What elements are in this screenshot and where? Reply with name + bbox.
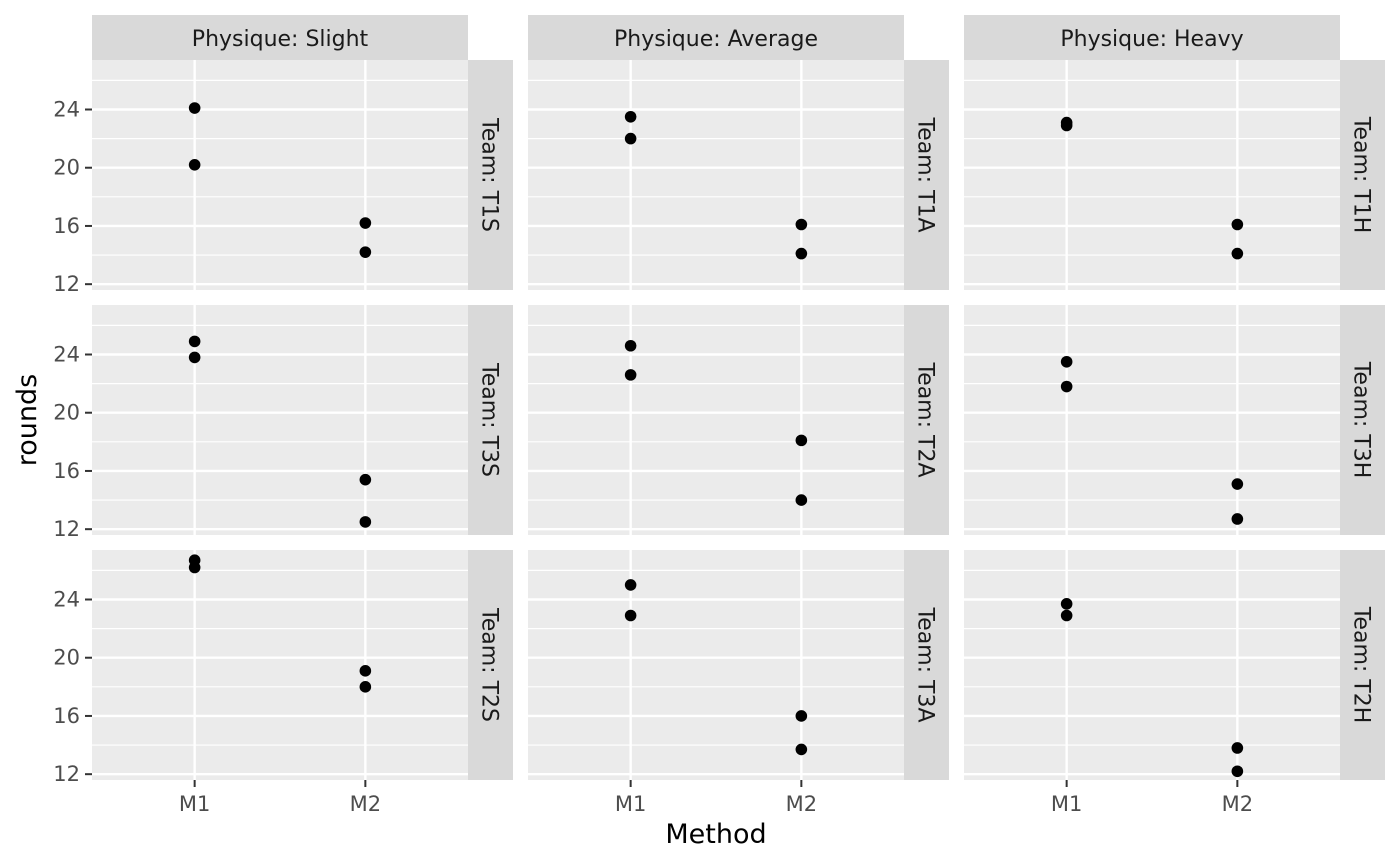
row-strip-label: Team: T2A [913, 361, 938, 477]
row-strip [468, 550, 513, 780]
data-point [1060, 609, 1073, 622]
row-strip-label: Team: T2S [477, 607, 502, 722]
data-point [359, 665, 372, 677]
data-point [1231, 218, 1244, 231]
data-point [1060, 380, 1073, 393]
data-point [624, 339, 637, 352]
y-tick-label: 16 [53, 459, 80, 483]
y-tick-label: 24 [53, 97, 80, 121]
y-axis-title: rounds [12, 374, 43, 466]
data-point [624, 609, 637, 622]
facet-grid: Physique: Slight Physique: Average Physiqu… [53, 15, 1385, 816]
data-point [795, 218, 808, 231]
y-tick-label: 16 [53, 704, 80, 728]
data-point [795, 247, 808, 260]
panel-background [964, 550, 1340, 780]
row-strip [1340, 60, 1385, 290]
data-point [1231, 765, 1244, 778]
row-strip [904, 550, 949, 780]
data-point [1060, 355, 1073, 368]
column-strip [92, 15, 468, 60]
panel-background [92, 60, 468, 290]
data-point [1231, 247, 1244, 260]
y-tick-label: 12 [53, 762, 80, 786]
data-point [1231, 742, 1244, 754]
x-tick-label: M1 [179, 792, 210, 816]
data-point [188, 102, 201, 114]
panel-background [964, 60, 1340, 290]
y-tick-label: 24 [53, 587, 80, 611]
data-point [359, 516, 372, 528]
row-strip [468, 305, 513, 535]
data-point [795, 743, 808, 756]
panel-background [528, 550, 904, 780]
data-point [1060, 598, 1073, 610]
data-point [624, 132, 637, 145]
row-strip [1340, 305, 1385, 535]
column-strip-label: Physique: Average [614, 27, 818, 52]
row-strip-label: Team: T3A [913, 606, 938, 722]
x-tick-label: M2 [786, 792, 817, 816]
data-point [624, 110, 637, 123]
data-point [795, 710, 808, 722]
row-strip [1340, 550, 1385, 780]
y-tick-label: 24 [53, 342, 80, 366]
data-point [359, 217, 372, 229]
row-strip-label: Team: T3S [477, 362, 502, 477]
data-point [624, 579, 637, 591]
row-strip-label: Team: T2H [1349, 606, 1374, 724]
column-strip-label: Physique: Heavy [1060, 27, 1243, 52]
data-point [359, 681, 372, 693]
column-strip [528, 15, 904, 60]
row-strip-label: Team: T3H [1349, 361, 1374, 479]
panel-background [964, 305, 1340, 535]
y-tick-label: 20 [53, 646, 80, 670]
panel-background [92, 550, 468, 780]
x-tick-label: M2 [1222, 792, 1253, 816]
data-point [188, 351, 201, 364]
data-point [795, 494, 808, 506]
data-point [359, 246, 372, 258]
data-point [1231, 478, 1244, 490]
y-tick-label: 20 [53, 156, 80, 180]
data-point [1060, 119, 1073, 132]
data-point [795, 434, 808, 447]
row-strip-label: Team: T1H [1349, 116, 1374, 234]
data-point [188, 561, 201, 574]
row-strip [904, 60, 949, 290]
y-tick-label: 12 [53, 517, 80, 541]
panel-background [92, 305, 468, 535]
panel-background [528, 60, 904, 290]
row-strip-label: Team: T1A [913, 116, 938, 232]
column-strip [964, 15, 1340, 60]
data-point [188, 335, 201, 348]
row-strip-label: Team: T1S [477, 117, 502, 232]
data-point [359, 473, 372, 486]
y-tick-label: 20 [53, 401, 80, 425]
y-tick-label: 12 [53, 272, 80, 296]
data-point [1231, 513, 1244, 525]
data-point [188, 159, 201, 171]
y-tick-label: 16 [53, 214, 80, 238]
x-tick-label: M2 [350, 792, 381, 816]
data-point [624, 369, 637, 381]
row-strip [468, 60, 513, 290]
column-strip-label: Physique: Slight [192, 27, 369, 52]
x-tick-label: M1 [615, 792, 646, 816]
x-axis-title: Method [665, 819, 766, 850]
x-tick-label: M1 [1051, 792, 1082, 816]
panel-background [528, 305, 904, 535]
row-strip [904, 305, 949, 535]
